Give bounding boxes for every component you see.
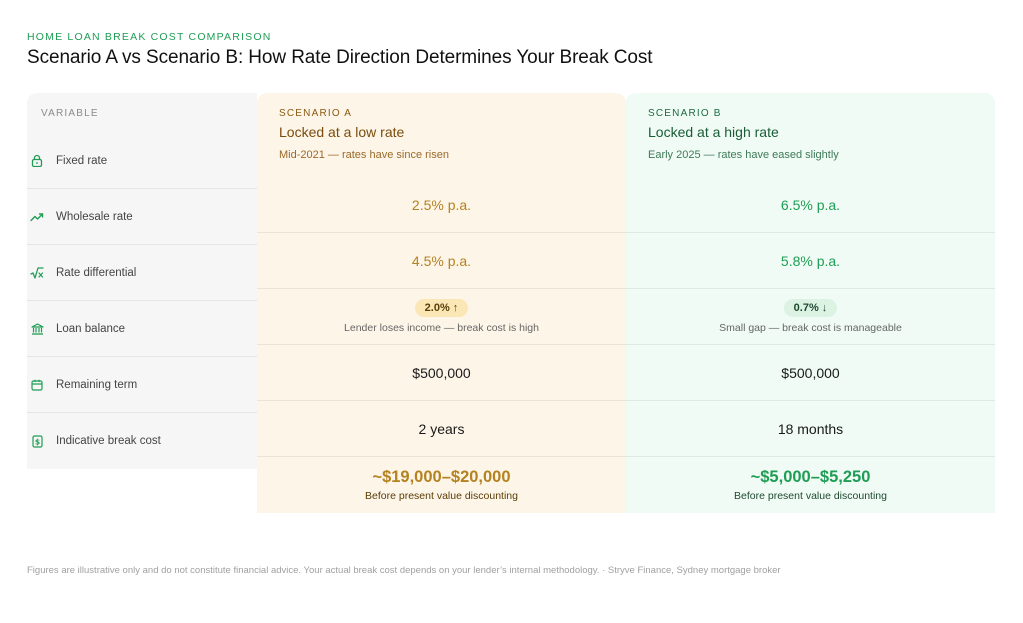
scenario-b-differential-cell: 0.7% ↓ Small gap — break cost is managea…: [626, 289, 995, 345]
scenario-b-tag: SCENARIO B: [648, 108, 722, 119]
scenario-a-fixed-rate: 2.5% p.a.: [411, 196, 472, 213]
scenario-b-column: SCENARIO B Locked at a high rate Early 2…: [626, 93, 995, 513]
scenario-a-column: SCENARIO A Locked at a low rate Mid-2021…: [257, 93, 626, 513]
scenario-a-fixed-rate-cell: 2.5% p.a.: [257, 177, 626, 233]
scenario-a-remaining-term: 2 years: [418, 420, 465, 437]
variable-label: Remaining term: [56, 378, 138, 391]
scenario-b-remaining-term: 18 months: [777, 420, 844, 437]
scenario-a-differential-badge: 2.0% ↑: [414, 299, 469, 317]
scenario-b-remaining-term-cell: 18 months: [626, 401, 995, 457]
comparison-table: VARIABLE Fixed rate Wholesale rate Rate …: [27, 93, 995, 513]
variable-label: Rate differential: [56, 266, 137, 279]
scenario-b-wholesale-rate: 5.8% p.a.: [780, 252, 841, 269]
variable-row-loan-balance: Loan balance: [27, 301, 257, 357]
scenario-b-loan-balance: $500,000: [781, 364, 840, 381]
scenario-b-break-cost-cell: ~$5,000–$5,250 Before present value disc…: [626, 457, 995, 513]
scenario-b-differential-note: Small gap — break cost is manageable: [719, 322, 902, 334]
scenario-a-break-cost: ~$19,000–$20,000: [372, 468, 511, 486]
page-title: Scenario A vs Scenario B: How Rate Direc…: [27, 47, 653, 68]
scenario-a-remaining-term-cell: 2 years: [257, 401, 626, 457]
scenario-b-loan-balance-cell: $500,000: [626, 345, 995, 401]
scenario-b-fixed-rate-cell: 6.5% p.a.: [626, 177, 995, 233]
variable-row-wholesale-rate: Wholesale rate: [27, 189, 257, 245]
lock-icon: [30, 154, 44, 168]
scenario-a-break-cost-note: Before present value discounting: [365, 490, 518, 502]
scenario-b-differential-badge: 0.7% ↓: [783, 299, 838, 317]
scenario-a-loan-balance-cell: $500,000: [257, 345, 626, 401]
variable-row-break-cost: $ Indicative break cost: [27, 413, 257, 469]
variable-label: Fixed rate: [56, 154, 108, 167]
variable-row-fixed-rate: Fixed rate: [27, 133, 257, 189]
scenario-b-fixed-rate: 6.5% p.a.: [780, 196, 841, 213]
svg-text:$: $: [34, 437, 39, 446]
scenario-a-wholesale-rate-cell: 4.5% p.a.: [257, 233, 626, 289]
scenario-a-title: Locked at a low rate: [279, 124, 405, 140]
scenario-a-loan-balance: $500,000: [412, 364, 471, 381]
dollar-icon: $: [30, 434, 44, 448]
variable-label: Wholesale rate: [56, 210, 133, 223]
scenario-b-subtitle: Early 2025 — rates have eased slightly: [648, 149, 839, 161]
scenario-a-differential-note: Lender loses income — break cost is high: [344, 322, 539, 334]
scenario-b-wholesale-rate-cell: 5.8% p.a.: [626, 233, 995, 289]
eyebrow-label: HOME LOAN BREAK COST COMPARISON: [27, 31, 272, 43]
square-root-icon: [30, 266, 44, 280]
scenario-a-break-cost-cell: ~$19,000–$20,000 Before present value di…: [257, 457, 626, 513]
variable-label: Loan balance: [56, 322, 126, 335]
variable-column: VARIABLE Fixed rate Wholesale rate Rate …: [27, 93, 257, 469]
trending-up-icon: [30, 210, 44, 224]
scenario-a-differential-cell: 2.0% ↑ Lender loses income — break cost …: [257, 289, 626, 345]
calendar-icon: [30, 378, 44, 392]
scenario-a-subtitle: Mid-2021 — rates have since risen: [279, 149, 449, 161]
scenario-a-tag: SCENARIO A: [279, 108, 353, 119]
scenario-b-break-cost-note: Before present value discounting: [734, 490, 887, 502]
scenario-b-break-cost: ~$5,000–$5,250: [750, 468, 871, 486]
bank-icon: [30, 322, 44, 336]
scenario-a-wholesale-rate: 4.5% p.a.: [411, 252, 472, 269]
variable-label: Indicative break cost: [56, 435, 161, 447]
variable-row-remaining-term: Remaining term: [27, 357, 257, 413]
disclaimer-footnote: Figures are illustrative only and do not…: [27, 565, 781, 576]
scenario-b-title: Locked at a high rate: [648, 124, 779, 140]
variable-heading: VARIABLE: [41, 108, 99, 119]
variable-row-rate-differential: Rate differential: [27, 245, 257, 301]
